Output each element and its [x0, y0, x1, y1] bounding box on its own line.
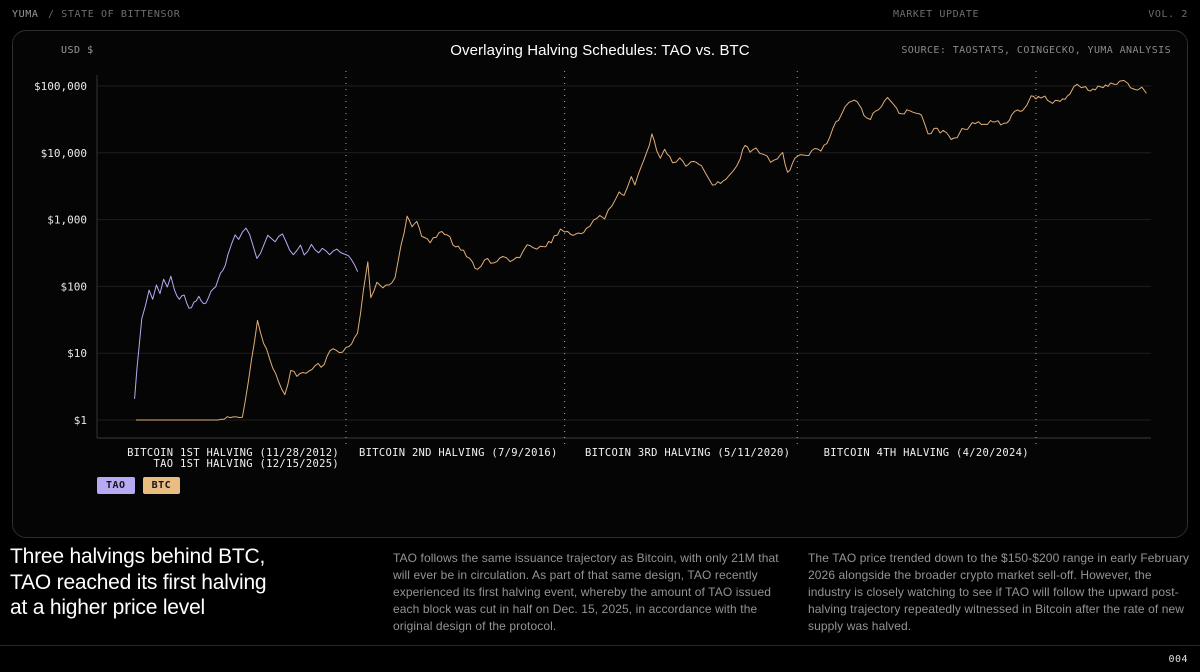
- page-number: 004: [1168, 654, 1188, 665]
- legend-chip-tao: TAO: [97, 477, 135, 494]
- y-axis-tick-label: $1: [74, 414, 87, 427]
- halving-marker-sublabel: TAO 1ST HALVING (12/15/2025): [154, 458, 339, 470]
- market-update-label: MARKET UPDATE: [893, 9, 980, 20]
- brand-label: YUMA: [12, 9, 39, 20]
- price-chart: $100,000 $10,000 $1,000 $100 $10 $1 BITCOIN 1S…: [34, 71, 1151, 470]
- y-axis-tick-label: $10: [67, 347, 87, 360]
- halving-marker-label: BITCOIN 4TH HALVING (4/20/2024): [824, 447, 1029, 459]
- btc-price-line: [135, 79, 1147, 421]
- chart-title: Overlaying Halving Schedules: TAO vs. BT…: [450, 42, 750, 59]
- y-axis-tick-label: $1,000: [47, 214, 87, 227]
- legend-chip-btc: BTC: [142, 477, 181, 494]
- page-footer: 004: [0, 645, 1200, 672]
- section-headline: Three halvings behind BTC, TAO reached i…: [10, 545, 267, 620]
- chart-panel: USD $ Overlaying Halving Schedules: TAO …: [12, 30, 1188, 538]
- top-bar: YUMA / STATE OF BITTENSOR MARKET UPDATE …: [0, 0, 1200, 28]
- source-label: SOURCE: TAOSTATS, COINGECKO, YUMA ANALYS…: [901, 45, 1171, 56]
- commentary-section: Three halvings behind BTC, TAO reached i…: [0, 544, 1200, 635]
- y-axis-tick-label: $100,000: [34, 80, 87, 93]
- volume-label: VOL. 2: [1148, 9, 1188, 20]
- tao-price-line: [134, 227, 358, 399]
- halving-marker-label: BITCOIN 3RD HALVING (5/11/2020): [585, 447, 790, 459]
- halving-marker-label: BITCOIN 1ST HALVING (11/28/2012): [127, 447, 339, 459]
- halving-marker-label: BITCOIN 2ND HALVING (7/9/2016): [359, 447, 558, 459]
- commentary-paragraph-2: The TAO price trended down to the $150-$…: [808, 551, 1190, 634]
- y-axis-unit-label: USD $: [61, 45, 94, 56]
- chart-legend: TAO BTC: [97, 477, 181, 494]
- y-axis-tick-label: $10,000: [41, 147, 87, 160]
- commentary-paragraph-1: TAO follows the same issuance trajectory…: [393, 551, 779, 634]
- section-label: / STATE OF BITTENSOR: [48, 9, 181, 20]
- y-axis-tick-label: $100: [61, 280, 88, 293]
